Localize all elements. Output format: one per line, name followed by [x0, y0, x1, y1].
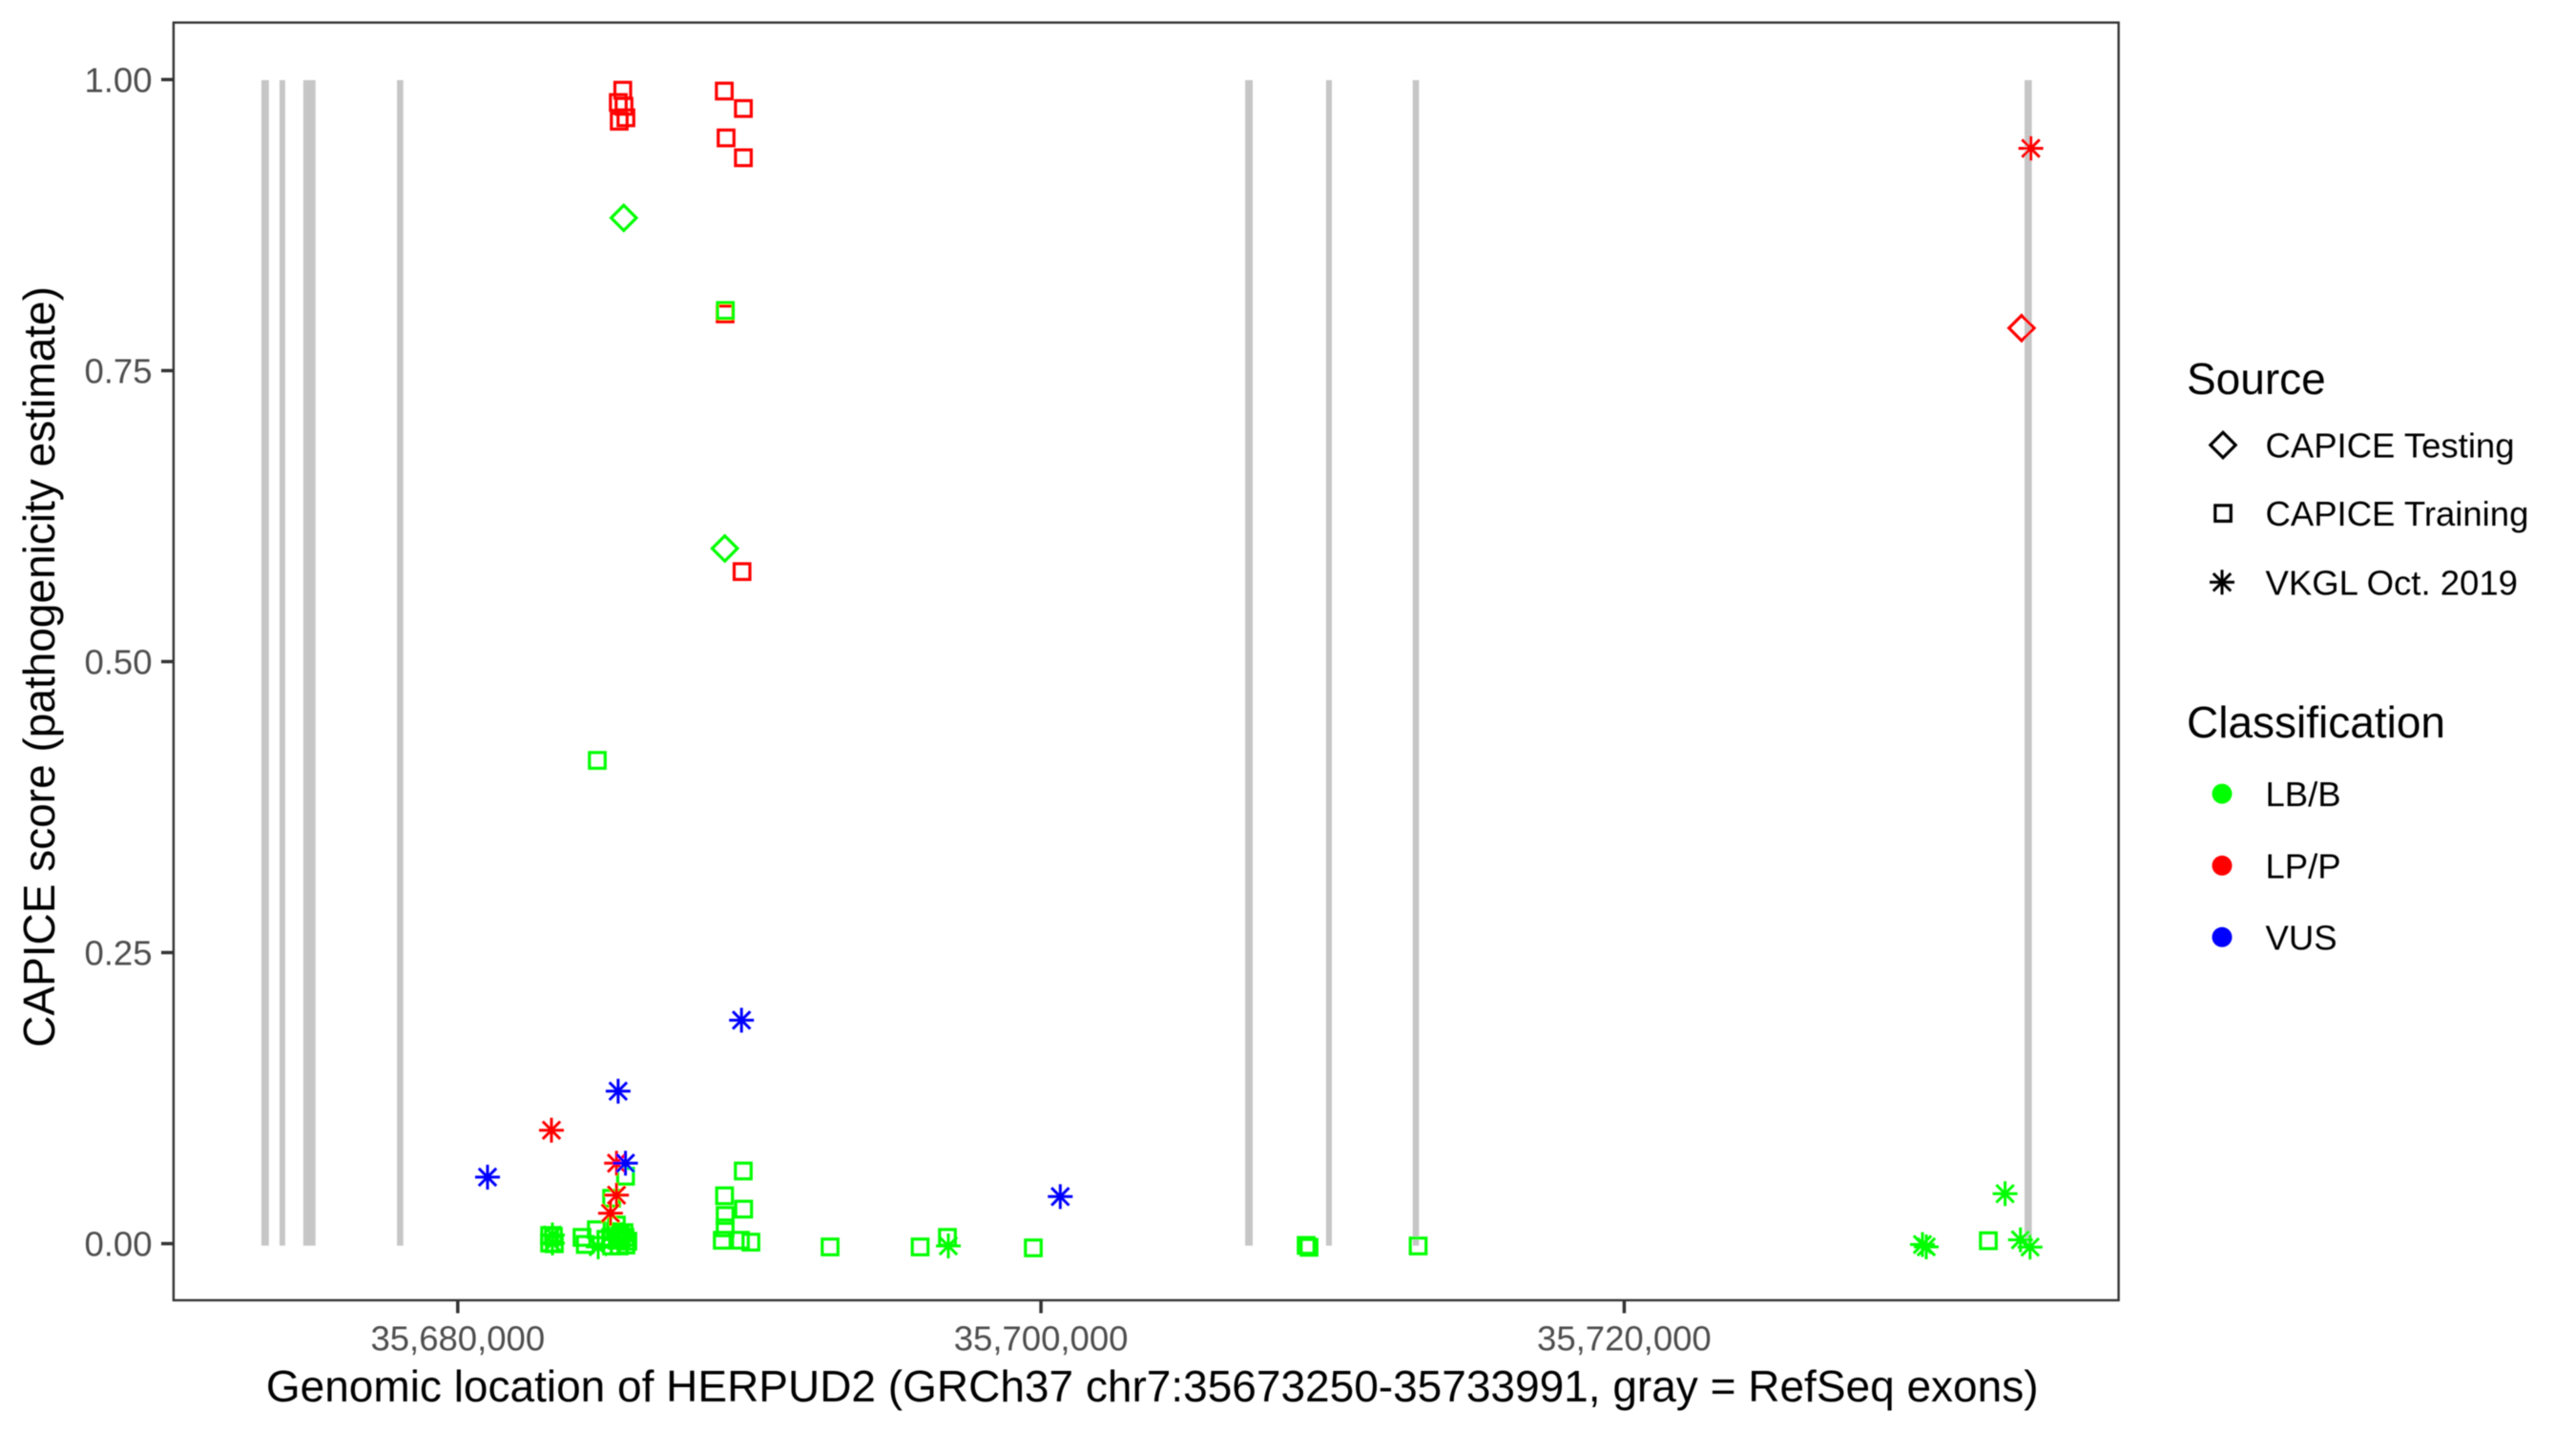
svg-text:1.00: 1.00 — [84, 60, 152, 99]
svg-text:VUS: VUS — [2266, 918, 2337, 957]
svg-text:0.00: 0.00 — [84, 1225, 152, 1264]
svg-text:CAPICE Training: CAPICE Training — [2266, 494, 2529, 533]
svg-text:35,700,000: 35,700,000 — [954, 1319, 1129, 1358]
svg-text:VKGL Oct. 2019: VKGL Oct. 2019 — [2266, 563, 2518, 602]
svg-text:Genomic location of HERPUD2 (G: Genomic location of HERPUD2 (GRCh37 chr7… — [266, 1361, 2039, 1411]
svg-text:CAPICE Testing: CAPICE Testing — [2266, 425, 2515, 465]
svg-text:35,720,000: 35,720,000 — [1537, 1319, 1712, 1358]
svg-text:0.50: 0.50 — [84, 643, 152, 682]
svg-text:0.25: 0.25 — [84, 934, 152, 973]
svg-text:0.75: 0.75 — [84, 352, 152, 391]
svg-text:LP/P: LP/P — [2266, 846, 2341, 885]
svg-text:Classification: Classification — [2187, 697, 2445, 747]
svg-text:35,680,000: 35,680,000 — [370, 1319, 545, 1358]
svg-text:Source: Source — [2187, 354, 2326, 404]
svg-text:CAPICE score (pathogenicity es: CAPICE score (pathogenicity estimate) — [14, 286, 64, 1047]
svg-text:LB/B: LB/B — [2266, 775, 2341, 814]
